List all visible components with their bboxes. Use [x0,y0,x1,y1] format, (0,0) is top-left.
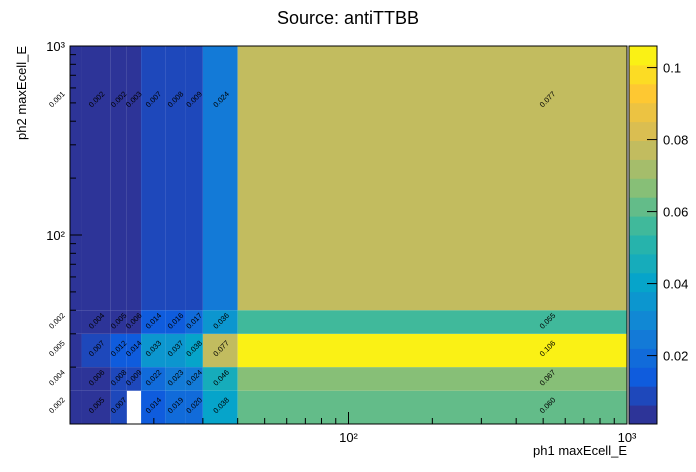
y-tick-label: 10² [46,228,65,243]
cell [70,367,82,391]
colorbar-tick-label: 0.06 [663,205,688,220]
x-tick-label: 10² [339,430,358,445]
cell [165,333,186,368]
cell [165,310,186,334]
cell [110,333,127,368]
cell [237,46,627,311]
colorbar-level [629,367,657,387]
cell [141,46,166,311]
cell [185,390,203,424]
colorbar-level [629,253,657,274]
colorbar-level [629,140,657,160]
cell [237,310,627,334]
cell [202,310,238,334]
cell [141,310,166,334]
colorbar-level [629,83,657,104]
colorbar-level [629,386,657,406]
cell [126,367,142,391]
chart-title: Source: antiTTBB [277,8,419,28]
cell [202,367,238,391]
colorbar-level [629,272,657,293]
colorbar-level [629,405,657,425]
cell [126,333,142,368]
cell [141,390,166,424]
cell [110,310,127,334]
cell [126,46,142,311]
colorbar-level [629,216,657,236]
cell [237,333,627,368]
cell [185,333,203,368]
x-tick-label: 10³ [618,430,637,445]
cell [185,367,203,391]
cell [165,390,186,424]
y-axis-title: ph2 maxEcell_E [14,46,29,140]
colorbar-level [629,329,657,349]
colorbar-tick-label: 0.1 [663,61,681,76]
x-axis-title: ph1 maxEcell_E [533,443,627,458]
y-tick-label: 10³ [46,39,65,54]
cell [81,367,111,391]
colorbar-tick-label: 0.04 [663,277,688,292]
colorbar-frame [628,45,658,425]
cell [81,333,111,368]
cell [141,333,166,368]
cell [202,333,238,368]
cell [185,310,203,334]
cell [165,46,186,311]
colorbar-level [629,46,657,66]
colorbar-tick-label: 0.02 [663,349,688,364]
colorbar-level [629,121,657,141]
cell [81,46,111,311]
colorbar-level [629,197,657,217]
colorbar-level [629,310,657,330]
cells [70,46,627,424]
colorbar-tick-label: 0.08 [663,133,688,148]
colorbar-level [629,348,657,368]
cell [202,46,238,311]
cell [110,390,127,424]
colorbar-level [629,235,657,255]
cell [141,367,166,391]
cell [126,310,142,334]
cell [202,390,238,424]
cell [70,390,82,424]
cell [70,333,82,368]
colorbar-level [629,159,657,179]
cell [165,367,186,391]
cell [81,310,111,334]
cell [185,46,203,311]
colorbar-level [629,178,657,198]
cell [70,310,82,334]
cell [81,390,111,424]
colorbar-level [629,64,657,85]
cell [237,367,627,391]
cell [110,367,127,391]
colorbar-level [629,291,657,312]
colorbar-level [629,102,657,123]
cell [110,46,127,311]
